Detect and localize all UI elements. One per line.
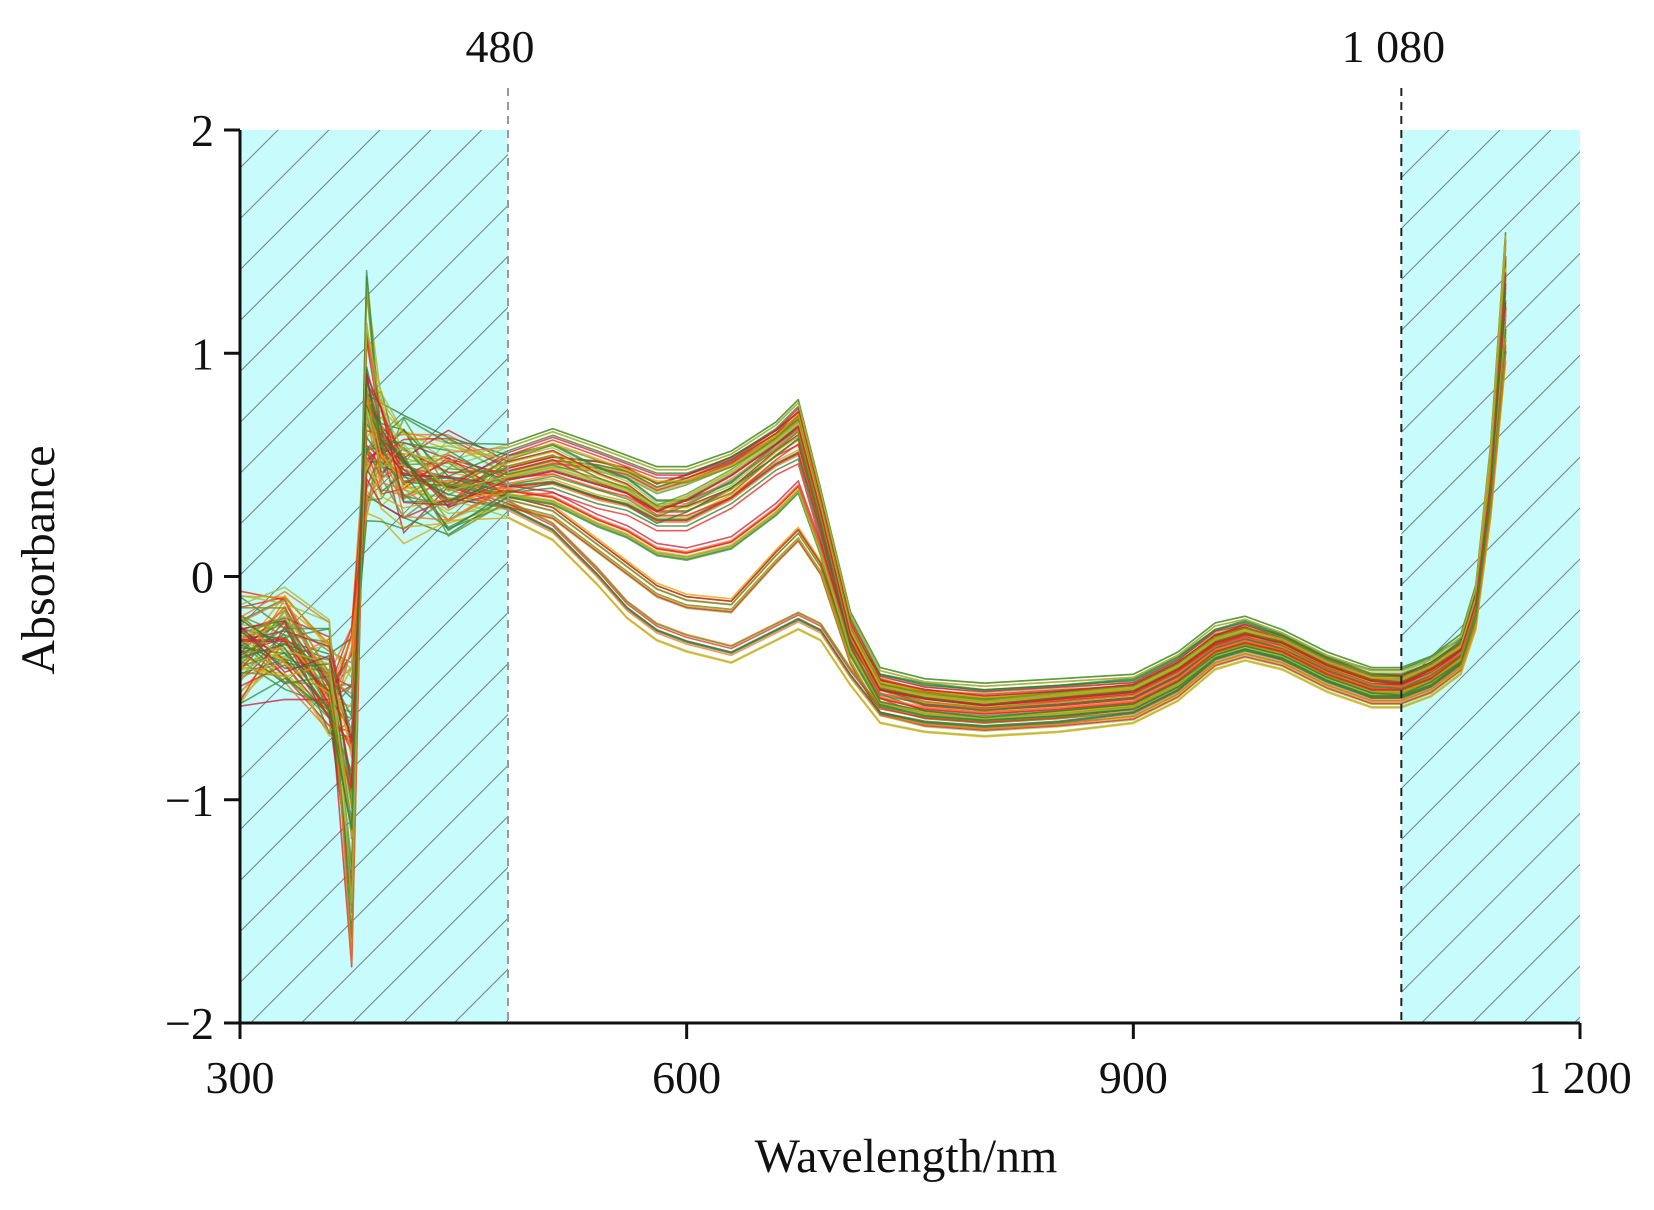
series-line-5-2 <box>239 238 1507 906</box>
series-7 <box>239 266 1507 838</box>
series-line-6-6 <box>239 306 1507 714</box>
x-axis-title: Wavelength/nm <box>755 1130 1058 1183</box>
series-line-5-8 <box>239 235 1507 904</box>
y-tick-label-1: 1 <box>191 328 214 379</box>
excluded-region-hatch-0 <box>240 130 508 1023</box>
series-line-2-8 <box>239 337 1507 741</box>
excluded-regions <box>240 130 1580 1023</box>
x-tick-label-3: 1 200 <box>1528 1052 1632 1103</box>
y-axis-title: Absorbance <box>12 445 65 674</box>
marker-label-0: 480 <box>466 21 535 72</box>
x-tick-label-1: 600 <box>652 1052 721 1103</box>
spectra-series <box>239 232 1507 968</box>
series-line-6-7 <box>239 312 1507 734</box>
series-line-4-6 <box>239 361 1507 738</box>
marker-label-1: 1 080 <box>1342 21 1446 72</box>
series-line-7-6 <box>239 268 1507 838</box>
wavelength-markers: 480 1 080 <box>466 21 1446 1023</box>
x-tick-label-2: 900 <box>1099 1052 1168 1103</box>
y-tick-label-3: −1 <box>165 775 214 826</box>
y-tick-label-0: 2 <box>191 105 214 156</box>
series-line-7-7 <box>239 272 1507 789</box>
y-tick-label-2: 0 <box>191 552 214 603</box>
excluded-region-hatch-1 <box>1401 130 1580 1023</box>
series-line-7-8 <box>239 284 1507 831</box>
y-tick-label-4: −2 <box>165 998 214 1049</box>
x-tick-label-0: 300 <box>206 1052 275 1103</box>
series-line-4-7 <box>239 352 1507 728</box>
